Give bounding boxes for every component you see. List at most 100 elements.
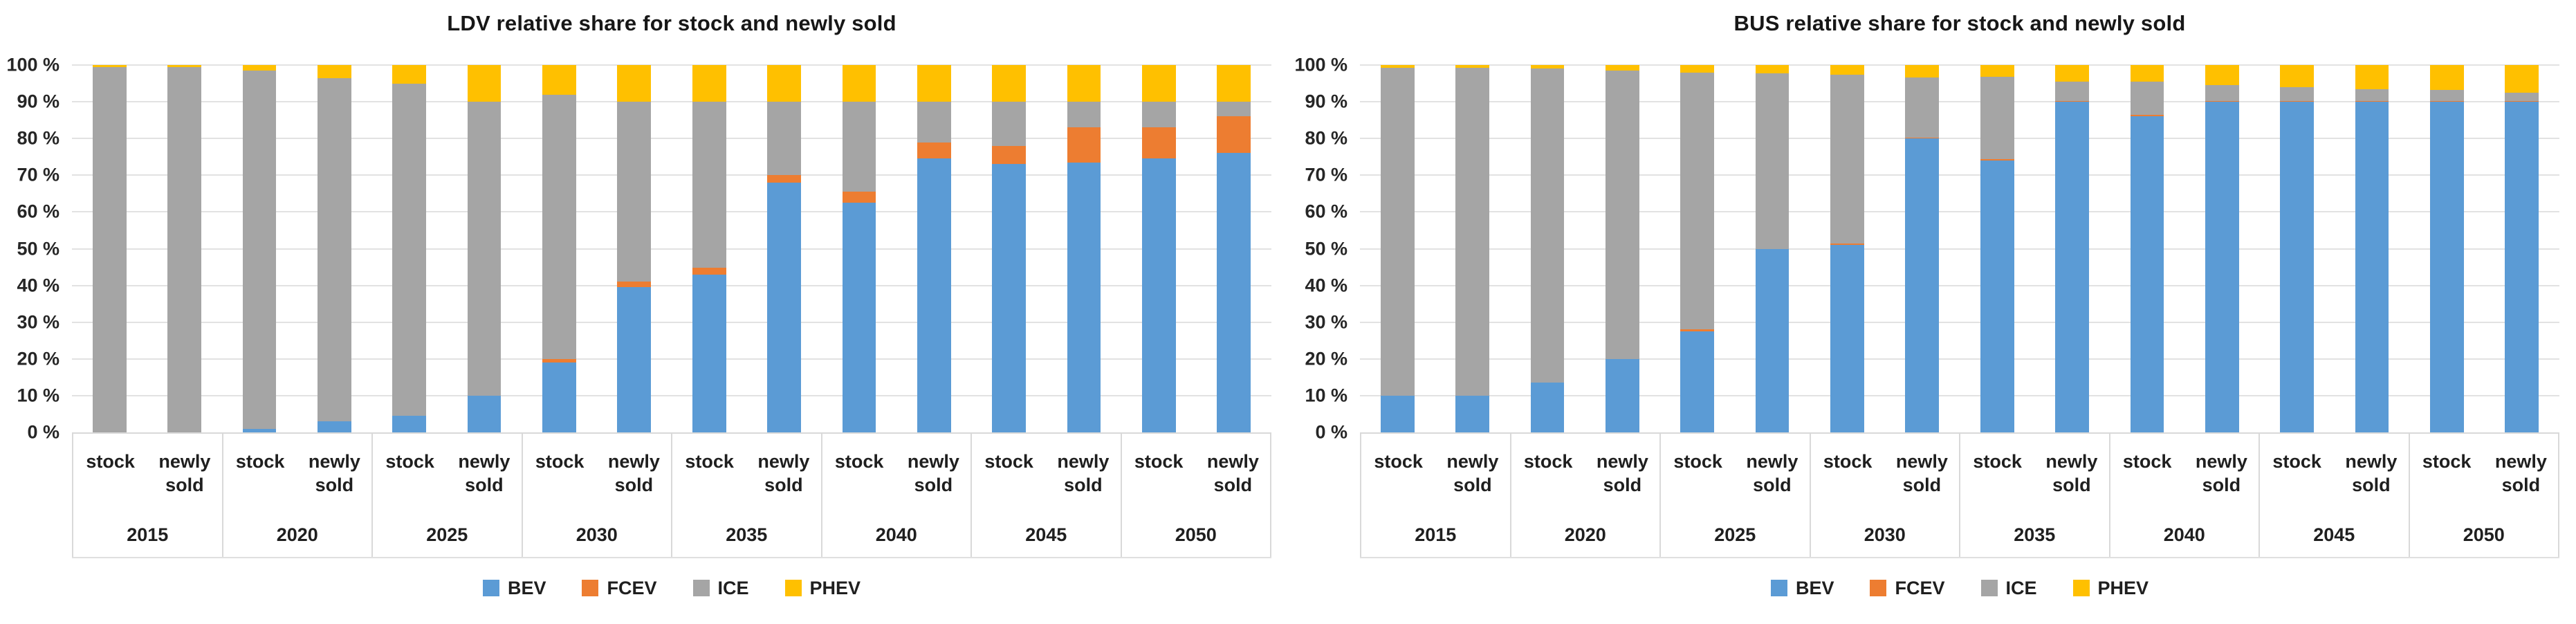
gridline bbox=[1360, 284, 2559, 286]
bar-segment-bev bbox=[1830, 245, 1864, 432]
bar-type-labels: stock newly sold bbox=[1361, 434, 1510, 497]
legend-swatch-bev-icon bbox=[482, 580, 499, 596]
bar-type-label: stock bbox=[385, 451, 434, 472]
bar-segment-phev bbox=[1980, 65, 2014, 77]
bar-segment-fcev bbox=[1217, 116, 1251, 154]
y-axis-tick: 60 % bbox=[1305, 201, 1347, 222]
x-axis-year-group: stock newly sold 2035 bbox=[1960, 434, 2110, 557]
bar-slot bbox=[822, 65, 896, 432]
legend-label: BEV bbox=[1795, 577, 1834, 598]
bar-segment-phev bbox=[2055, 65, 2089, 82]
stacked-bar bbox=[1755, 65, 1790, 432]
x-axis-year-group: stock newly sold 2045 bbox=[972, 434, 1122, 557]
bar-slot bbox=[372, 65, 447, 432]
year-label: 2030 bbox=[1864, 524, 1906, 545]
bar-type-label: stock bbox=[2272, 451, 2321, 472]
bar-slot bbox=[447, 65, 522, 432]
legend-item-ice: ICE bbox=[1980, 578, 2037, 599]
bar-segment-fcev bbox=[1142, 127, 1176, 159]
bar-type-label: newly sold bbox=[1206, 451, 1259, 495]
year-label: 2040 bbox=[875, 524, 917, 545]
bar-segment-ice bbox=[1217, 102, 1251, 117]
year-label: 2045 bbox=[2313, 524, 2355, 545]
bar-segment-bev bbox=[1455, 395, 1489, 432]
stacked-bar bbox=[2430, 65, 2464, 432]
legend-item-bev: BEV bbox=[482, 578, 546, 599]
legend-item-phev: PHEV bbox=[784, 578, 861, 599]
bar-segment-ice bbox=[1530, 68, 1565, 383]
bar-slot bbox=[597, 65, 672, 432]
bar-segment-bev bbox=[2130, 116, 2164, 432]
bar-segment-ice bbox=[2205, 85, 2239, 101]
bar-segment-phev bbox=[617, 65, 652, 102]
bar-type-labels: stock newly sold bbox=[2410, 434, 2559, 497]
y-axis: 100 % 90 % 80 % 70 % 60 % 50 % 40 % 30 % 20 % 10 … bbox=[1288, 55, 1360, 443]
bar-type-labels: stock newly sold bbox=[1811, 434, 1960, 497]
bar-segment-fcev bbox=[2280, 100, 2315, 102]
stacked-bar bbox=[317, 65, 351, 432]
stacked-bar bbox=[542, 65, 576, 432]
bar-segment-phev bbox=[92, 65, 127, 67]
bar-segment-phev bbox=[2505, 65, 2539, 93]
bar-segment-ice bbox=[1980, 77, 2014, 160]
bar-segment-fcev bbox=[2430, 100, 2464, 102]
bar-segment-phev bbox=[1530, 65, 1565, 69]
bar-segment-ice bbox=[2055, 81, 2089, 101]
bar-type-label: newly sold bbox=[458, 451, 510, 495]
bar-type-labels: stock newly sold bbox=[223, 434, 372, 497]
bar-segment-bev bbox=[242, 428, 277, 432]
bar-type-label: newly sold bbox=[2345, 451, 2398, 495]
bar-slot bbox=[2110, 65, 2184, 432]
bar-segment-phev bbox=[692, 65, 726, 102]
bar-slot bbox=[297, 65, 371, 432]
legend: BEV FCEV ICE PHEV bbox=[72, 573, 1271, 603]
bar-segment-ice bbox=[767, 102, 801, 176]
bar-segment-bev bbox=[1905, 138, 1940, 432]
stacked-bar bbox=[1455, 65, 1489, 432]
bar-segment-ice bbox=[2280, 86, 2315, 101]
bar-slot bbox=[1585, 65, 1659, 432]
bar-segment-phev bbox=[1605, 65, 1639, 71]
bar-segment-ice bbox=[1455, 68, 1489, 396]
y-axis: 100 % 90 % 80 % 70 % 60 % 50 % 40 % 30 % 20 % 10 … bbox=[0, 55, 72, 443]
bus-chart-panel: BUS relative share for stock and newly s… bbox=[1288, 0, 2576, 624]
bar-slot bbox=[1121, 65, 1196, 432]
bar-segment-bev bbox=[1530, 383, 1565, 432]
stacked-bar bbox=[1380, 65, 1415, 432]
legend-swatch-ice-icon bbox=[1980, 580, 1998, 596]
bar-segment-ice bbox=[467, 102, 502, 396]
bar-segment-bev bbox=[2205, 102, 2239, 432]
gridline bbox=[72, 211, 1271, 213]
y-axis-tick: 50 % bbox=[17, 238, 59, 259]
bar-segment-bev bbox=[542, 363, 576, 432]
bar-segment-phev bbox=[467, 65, 502, 102]
gridline bbox=[1360, 394, 2559, 396]
bar-segment-bev bbox=[1067, 162, 1101, 432]
stacked-bar bbox=[467, 65, 502, 432]
bar-segment-fcev bbox=[1830, 243, 1864, 246]
x-axis-year-group: stock newly sold 2025 bbox=[1661, 434, 1811, 557]
stacked-bar bbox=[1680, 65, 1715, 432]
gridline bbox=[72, 284, 1271, 286]
bar-segment-ice bbox=[2430, 90, 2464, 101]
bar-segment-fcev bbox=[542, 358, 576, 363]
x-axis-year-group: stock newly sold 2030 bbox=[1811, 434, 1960, 557]
bar-type-label: newly sold bbox=[1057, 451, 1110, 495]
bar-segment-phev bbox=[1380, 65, 1415, 68]
bar-segment-fcev bbox=[992, 145, 1027, 165]
chart-title-ldv: LDV relative share for stock and newly s… bbox=[447, 11, 896, 35]
bar-slot bbox=[2034, 65, 2109, 432]
bar-segment-fcev bbox=[2130, 114, 2164, 117]
bar-type-label: newly sold bbox=[2045, 451, 2098, 495]
bar-slot bbox=[1197, 65, 1271, 432]
bar-type-label: stock bbox=[86, 451, 135, 472]
year-label: 2020 bbox=[1564, 524, 1606, 545]
bar-segment-fcev bbox=[1980, 159, 2014, 161]
x-axis-year-group: stock newly sold 2030 bbox=[523, 434, 672, 557]
bar-slot bbox=[2184, 65, 2259, 432]
year-label: 2020 bbox=[276, 524, 318, 545]
y-axis-tick: 50 % bbox=[1305, 238, 1347, 259]
bar-type-label: newly sold bbox=[1596, 451, 1648, 495]
bar-type-label: newly sold bbox=[1895, 451, 1948, 495]
